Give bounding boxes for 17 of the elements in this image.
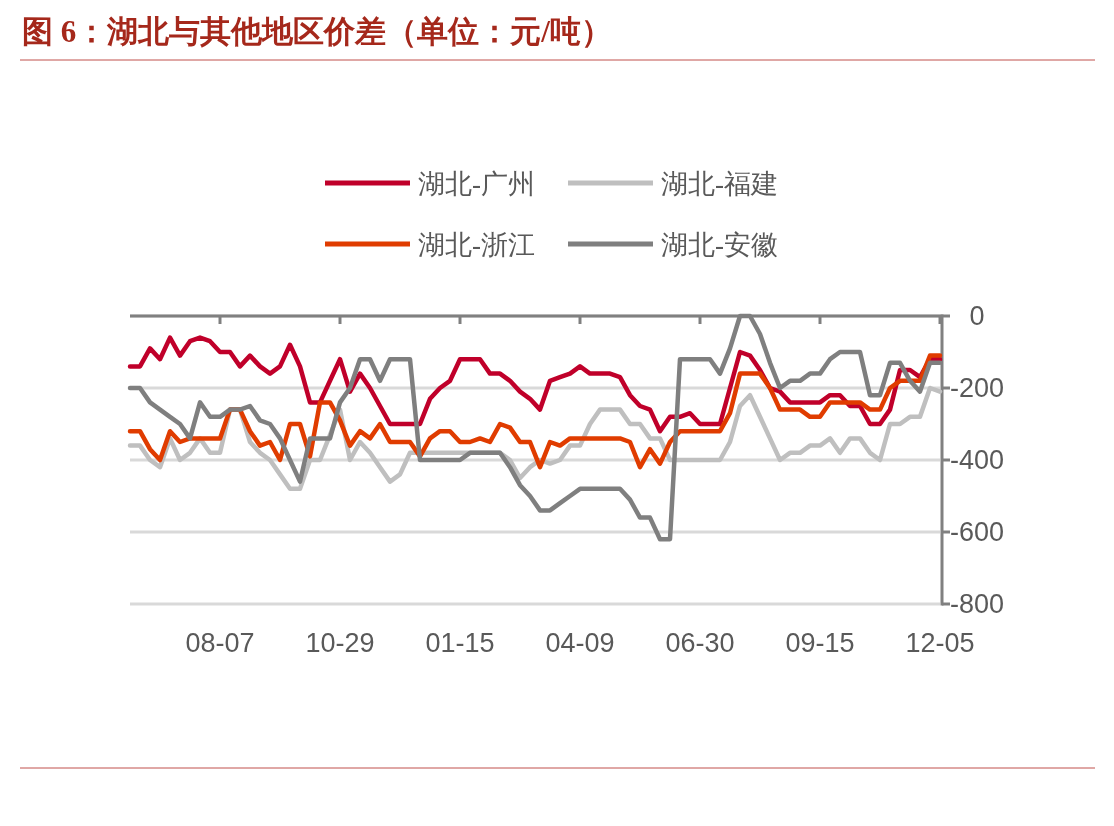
chart-title: 图 6：湖北与其他地区价差（单位：元/吨） — [22, 14, 612, 49]
y-tick-label: -600 — [949, 517, 1005, 547]
y-tick-label: -200 — [949, 373, 1005, 403]
x-tick-label: 09-15 — [785, 628, 855, 658]
x-tick-label: 10-29 — [305, 628, 375, 658]
x-tick-label: 01-15 — [425, 628, 495, 658]
x-tick-label: 06-30 — [665, 628, 735, 658]
y-tick-label: -800 — [949, 589, 1005, 619]
y-tick-label: 0 — [969, 301, 985, 331]
x-tick-label: 04-09 — [545, 628, 615, 658]
legend-label: 湖北-浙江 — [418, 230, 535, 260]
y-tick-label: -400 — [949, 445, 1005, 475]
legend-label: 湖北-福建 — [661, 169, 778, 199]
legend-label: 湖北-广州 — [418, 169, 535, 199]
legend-label: 湖北-安徽 — [661, 230, 778, 260]
x-tick-label: 12-05 — [905, 628, 975, 658]
x-tick-label: 08-07 — [185, 628, 255, 658]
